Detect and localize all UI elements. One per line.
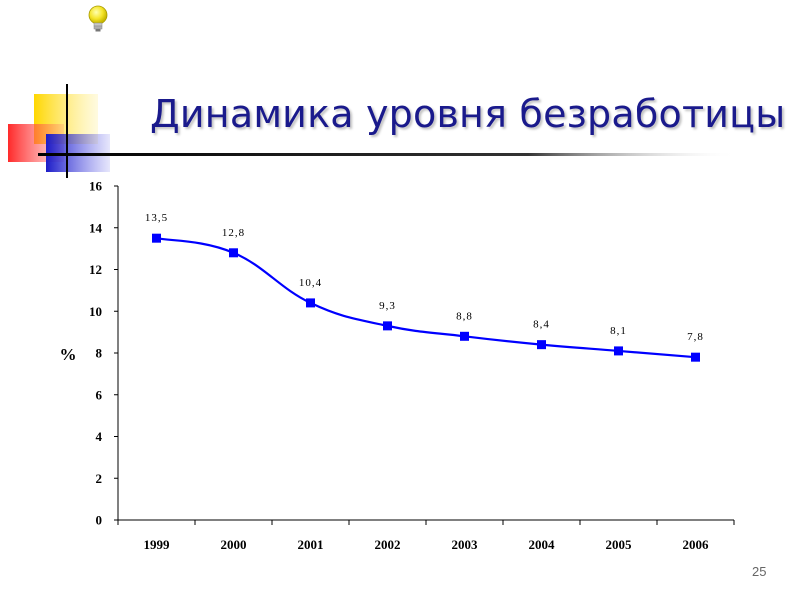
- y-tick-label: 8: [96, 346, 103, 361]
- data-point-marker: [691, 352, 700, 362]
- slide-title: Динамика уровня безработицы: [150, 92, 786, 136]
- data-label: 7,8: [687, 331, 704, 343]
- x-tick-label: 2002: [375, 537, 401, 552]
- page-number: 25: [752, 564, 767, 579]
- y-tick-label: 12: [89, 262, 102, 277]
- data-point-marker: [537, 340, 546, 350]
- x-tick-label: 1999: [144, 537, 171, 552]
- data-point-marker: [614, 346, 623, 356]
- title-decoration: [8, 84, 738, 178]
- data-label: 8,8: [456, 310, 473, 322]
- data-point-marker: [152, 233, 161, 243]
- y-tick-label: 16: [89, 179, 103, 194]
- x-tick-label: 2001: [298, 537, 324, 552]
- y-tick-label: 6: [96, 387, 103, 402]
- x-tick-label: 2000: [221, 537, 247, 552]
- x-tick-label: 2005: [606, 537, 633, 552]
- lightbulb-icon: [88, 5, 108, 32]
- y-tick-label: 2: [96, 471, 103, 486]
- x-tick-label: 2006: [683, 537, 710, 552]
- data-label: 10,4: [299, 277, 322, 289]
- data-label: 8,4: [533, 319, 550, 331]
- y-tick-label: 14: [89, 220, 103, 235]
- data-label: 12,8: [222, 227, 245, 239]
- deco-horizontal-rule: [38, 153, 738, 156]
- y-tick-label: 10: [89, 304, 102, 319]
- x-tick-label: 2004: [529, 537, 556, 552]
- data-point-marker: [306, 298, 315, 308]
- data-label: 9,3: [379, 300, 396, 312]
- y-axis-label: %: [60, 345, 77, 364]
- data-label: 8,1: [610, 325, 627, 337]
- series-line: [156, 237, 696, 359]
- data-point-marker: [383, 321, 392, 331]
- y-tick-label: 0: [96, 513, 103, 528]
- data-label: 13,5: [145, 212, 168, 224]
- x-tick-label: 2003: [452, 537, 479, 552]
- y-tick-label: 4: [96, 429, 103, 444]
- data-point-marker: [229, 248, 238, 258]
- data-point-marker: [460, 331, 469, 341]
